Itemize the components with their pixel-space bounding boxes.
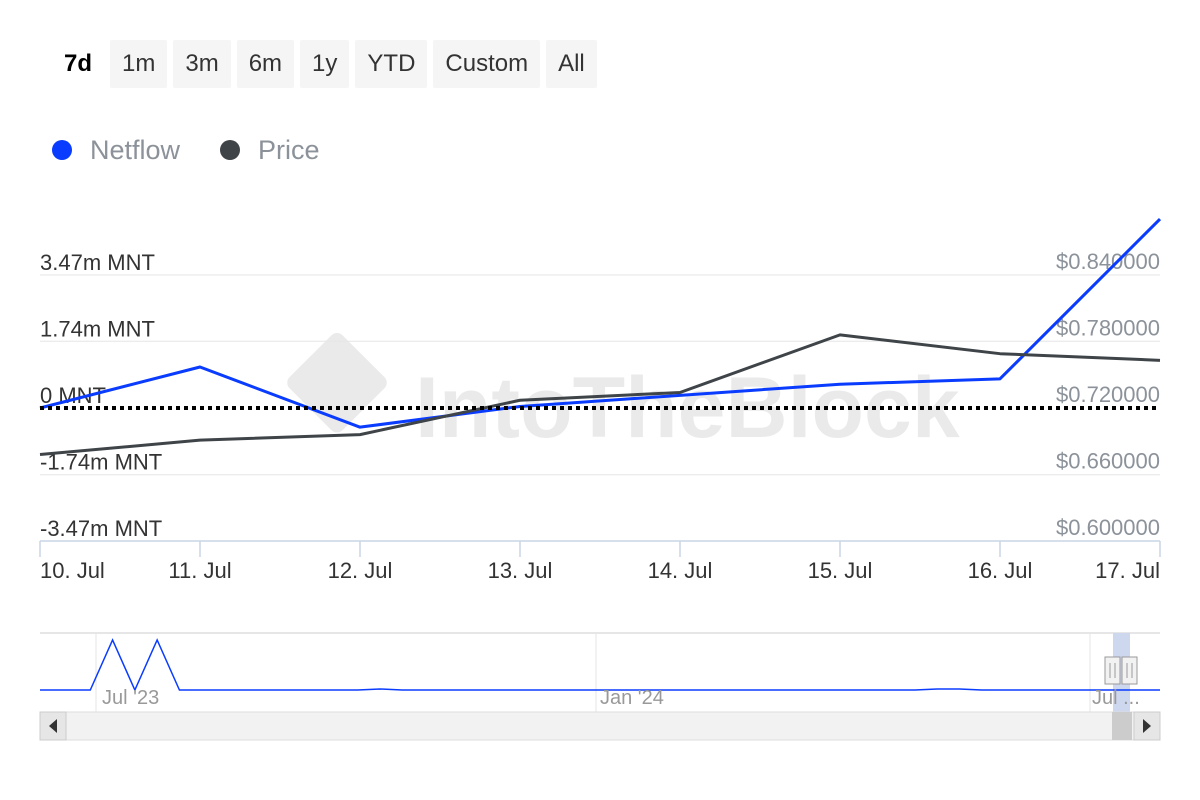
navigator-handle-left <box>1104 656 1121 685</box>
legend-label-netflow: Netflow <box>90 134 181 165</box>
watermark: IntoTheBlock <box>287 332 960 456</box>
range-button-custom[interactable]: Custom <box>433 40 541 88</box>
left-axis-tick-label: 3.47m MNT <box>40 250 155 275</box>
x-axis-tick-label: 12. Jul <box>328 558 393 583</box>
range-button-ytd[interactable]: YTD <box>355 40 428 88</box>
legend-item-price[interactable]: Price <box>220 135 320 166</box>
navigator-label: Jan '24 <box>600 687 664 709</box>
x-axis-tick-label: 17. Jul <box>1095 558 1160 583</box>
right-axis-tick-label: $0.660000 <box>1056 449 1160 474</box>
navigator-area <box>40 633 1160 712</box>
x-axis-tick-label: 10. Jul <box>40 558 105 583</box>
navigator-series-line <box>40 638 1160 692</box>
range-selector: 7d 1m 3m 6m 1y YTD Custom All <box>52 40 597 88</box>
left-axis-tick-label: -3.47m MNT <box>40 516 162 541</box>
legend-marker-price <box>220 140 241 160</box>
right-axis-tick-label: $0.600000 <box>1056 515 1160 540</box>
range-button-3m[interactable]: 3m <box>173 40 231 88</box>
chevron-right-icon <box>1143 719 1151 733</box>
x-axis-tick-label: 13. Jul <box>488 558 553 583</box>
watermark-text: IntoTheBlock <box>415 360 960 456</box>
series-line-price <box>39 333 1161 457</box>
legend-item-netflow[interactable]: Netflow <box>52 135 180 166</box>
range-button-all[interactable]: All <box>546 40 597 88</box>
range-button-1y[interactable]: 1y <box>300 40 350 88</box>
scrollbar-right-button <box>1133 711 1161 741</box>
chevron-left-icon <box>49 719 57 733</box>
range-button-6m[interactable]: 6m <box>236 40 295 88</box>
navigator-label: Jul ... <box>1092 687 1140 709</box>
x-axis-tick-label: 11. Jul <box>168 558 231 583</box>
right-axis-tick-label: $0.720000 <box>1056 382 1160 407</box>
legend-label-price: Price <box>258 134 320 165</box>
legend: Netflow Price <box>52 130 320 170</box>
scrollbar-track <box>39 711 1161 741</box>
right-axis-tick-label: $0.840000 <box>1056 249 1160 274</box>
range-button-1m[interactable]: 1m <box>110 40 168 88</box>
scrollbar-thumb <box>1112 712 1132 740</box>
navigator-label: Jul '23 <box>102 687 159 709</box>
x-axis-tick-label: 14. Jul <box>648 558 713 583</box>
right-axis-tick-label: $0.780000 <box>1056 316 1160 341</box>
x-axis-tick-label: 15. Jul <box>808 558 873 583</box>
scrollbar-left-button <box>39 711 67 741</box>
x-axis-tick-label: 16. Jul <box>968 558 1033 583</box>
series-line-netflow <box>39 217 1162 429</box>
navigator-handle-right <box>1121 656 1138 685</box>
left-axis-tick-label: -1.74m MNT <box>40 450 162 475</box>
legend-marker-netflow <box>52 140 72 160</box>
range-button-7d[interactable]: 7d <box>52 40 105 88</box>
navigator-selection <box>1113 633 1130 712</box>
left-axis-tick-label: 0 MNT <box>40 383 106 408</box>
left-axis-tick-label: 1.74m MNT <box>40 316 155 341</box>
